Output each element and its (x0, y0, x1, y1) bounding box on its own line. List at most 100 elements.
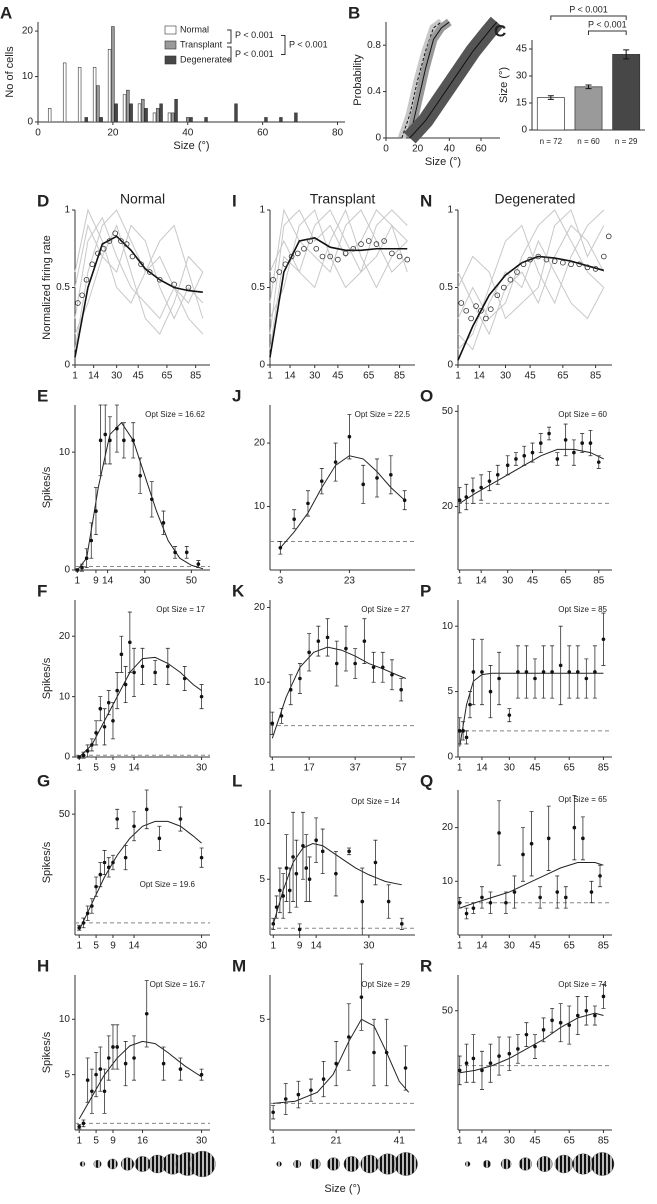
x-tick-label: 65 (564, 763, 576, 774)
grating-icon (134, 1156, 151, 1172)
grating-icon (536, 1156, 553, 1172)
fit-curve (78, 656, 202, 758)
mean-point (527, 256, 533, 263)
data-point (279, 714, 284, 718)
data-point (567, 670, 572, 674)
fit-curve (269, 237, 408, 358)
data-point (287, 888, 292, 893)
mean-point (327, 253, 333, 260)
data-point (123, 855, 128, 860)
bracket (281, 35, 286, 55)
cumulative-line (409, 21, 498, 139)
data-point (334, 661, 339, 666)
y-tick-label: 0 (447, 360, 453, 371)
data-point (497, 831, 501, 835)
data-point (512, 890, 517, 894)
x-tick-label: 45 (527, 576, 539, 587)
bar (114, 103, 118, 123)
x-tick-label: 85 (593, 576, 605, 587)
x-tick-label: 30 (139, 576, 151, 587)
y-tick-label: 45 (516, 44, 528, 55)
data-point (575, 670, 580, 674)
data-point (325, 635, 330, 640)
data-point (457, 729, 462, 733)
mean-point (313, 245, 320, 252)
x-tick-label: 17 (304, 763, 316, 774)
data-point (288, 687, 293, 692)
y-tick-label: 50 (442, 406, 454, 417)
data-point (278, 545, 283, 550)
data-point (541, 1028, 546, 1032)
cell-trace (74, 223, 204, 320)
x-tick-label: 57 (396, 763, 408, 774)
panel-title: Degenerated (495, 191, 576, 207)
data-point (111, 860, 115, 865)
bracket (588, 30, 627, 35)
mean-point (535, 253, 542, 260)
data-point (471, 488, 475, 493)
data-point (85, 911, 90, 916)
mean-point (592, 266, 599, 272)
mean-point (483, 315, 489, 322)
x-tick-label: 1 (271, 941, 277, 952)
grating-icon (482, 1159, 491, 1168)
y-tick-label: 1 (259, 205, 265, 216)
legend-swatch (164, 55, 177, 65)
mean-point (294, 250, 301, 257)
cell-trace (457, 209, 605, 320)
data-point (115, 688, 119, 693)
data-point (81, 921, 86, 925)
mean-point (501, 284, 507, 291)
panel-label: K (232, 581, 245, 600)
bar (159, 103, 163, 123)
y-tick-label: 0 (64, 360, 70, 371)
y-axis-label: Spikes/s (41, 466, 53, 508)
data-point (199, 1072, 204, 1077)
x-tick-label: 20 (412, 144, 424, 155)
data-point (106, 700, 111, 705)
x-tick-label: 1 (457, 941, 463, 952)
data-point (84, 556, 89, 561)
annotation: P < 0.001 (235, 30, 274, 40)
x-tick-label: 1 (455, 371, 461, 382)
bar (234, 103, 238, 123)
data-point (333, 460, 338, 464)
data-point (375, 476, 379, 480)
y-axis-label: Spikes/s (41, 1031, 53, 1073)
data-point (98, 438, 103, 443)
data-point (461, 729, 465, 733)
data-point (144, 1011, 149, 1016)
y-tick-label: 0.5 (56, 282, 70, 293)
data-point (307, 877, 312, 882)
x-tick-label: 65 (363, 371, 375, 382)
annotation: P < 0.001 (569, 4, 608, 14)
data-point (75, 568, 80, 572)
data-point (90, 904, 94, 908)
y-axis-label: Normalized firing rate (41, 235, 53, 340)
x-tick-label: 30 (500, 371, 512, 382)
panel-label: G (37, 771, 50, 790)
x-tick-label: 20 (107, 128, 119, 139)
data-point (362, 639, 367, 643)
x-tick-label: 9 (110, 763, 116, 774)
mean-point (112, 230, 119, 237)
data-point (581, 836, 585, 841)
cell-trace (74, 209, 204, 350)
data-point (199, 694, 204, 699)
data-point (480, 1068, 484, 1073)
x-tick-label: 9 (110, 941, 116, 952)
y-axis-label: Probability (352, 54, 364, 106)
x-tick-label: 14 (311, 941, 323, 952)
data-point (138, 473, 142, 478)
data-point (400, 922, 404, 926)
x-tick-label: 9 (297, 941, 303, 952)
data-point (347, 849, 351, 854)
x-tick-label: 41 (394, 1136, 406, 1147)
data-point (464, 1061, 469, 1066)
panel-label: P (420, 581, 431, 600)
mean-point (520, 261, 527, 268)
x-tick-label: 1 (270, 763, 276, 774)
data-point (108, 438, 112, 443)
mean-point (156, 276, 163, 283)
